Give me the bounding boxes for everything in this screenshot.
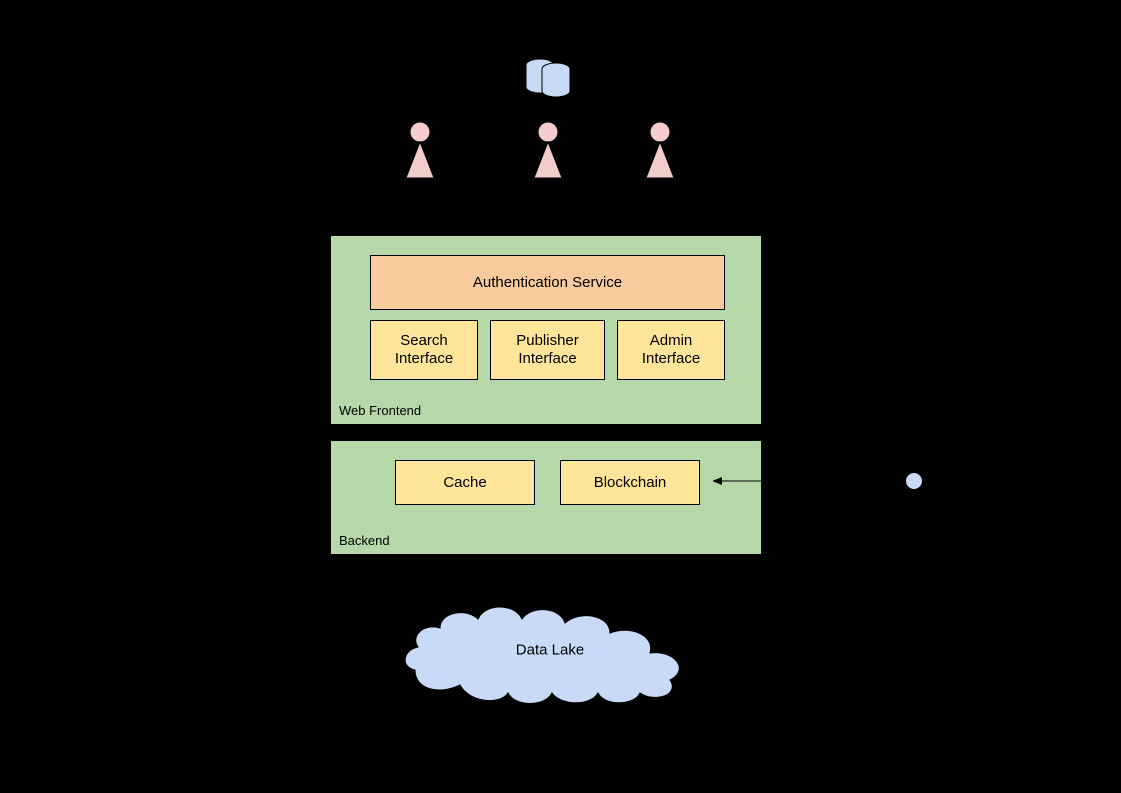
actor-icon — [528, 120, 568, 182]
data-lake-label: Data Lake — [400, 642, 700, 659]
actor-icon — [400, 120, 440, 182]
data-lake-cloud: Data Lake — [400, 595, 700, 705]
publisher-interface-box: Publisher Interface — [490, 320, 605, 380]
diagram-stage: Web Frontend Authentication Service Sear… — [0, 0, 1121, 793]
cache-box: Cache — [395, 460, 535, 505]
backend-label: Backend — [339, 533, 390, 548]
blockchain-label: Blockchain — [594, 474, 667, 492]
arrow-to-blockchain — [713, 475, 907, 487]
external-node-dot — [905, 472, 923, 490]
publisher-interface-label: Publisher Interface — [493, 332, 602, 368]
auth-service-box: Authentication Service — [370, 255, 725, 310]
blockchain-box: Blockchain — [560, 460, 700, 505]
auth-service-label: Authentication Service — [473, 274, 622, 292]
web-frontend-label: Web Frontend — [339, 403, 421, 418]
admin-interface-label: Admin Interface — [620, 332, 722, 368]
cache-label: Cache — [443, 474, 486, 492]
search-interface-label: Search Interface — [373, 332, 475, 368]
actor-icon — [640, 120, 680, 182]
search-interface-box: Search Interface — [370, 320, 478, 380]
database-icon — [518, 55, 578, 105]
admin-interface-box: Admin Interface — [617, 320, 725, 380]
